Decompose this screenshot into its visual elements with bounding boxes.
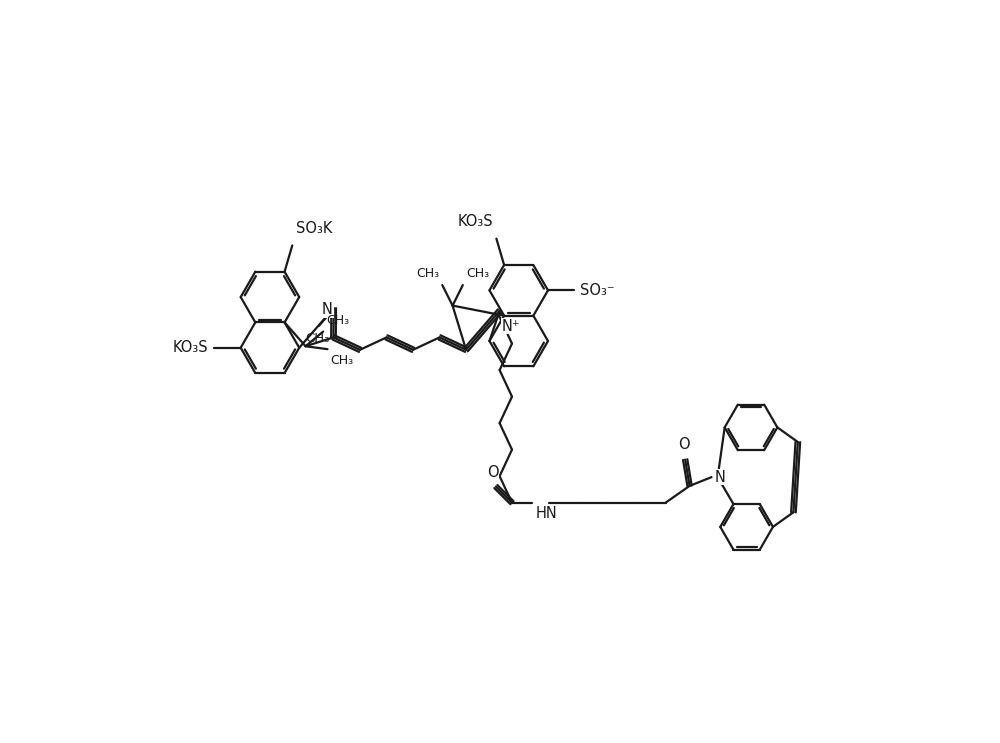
Text: CH₃: CH₃ (326, 314, 349, 327)
Text: CH₃: CH₃ (305, 332, 330, 345)
Text: HN: HN (536, 506, 557, 521)
Text: CH₃: CH₃ (466, 267, 489, 280)
Text: SO₃⁻: SO₃⁻ (580, 283, 615, 298)
Text: O: O (487, 465, 499, 481)
Text: CH₃: CH₃ (331, 354, 354, 367)
Text: N: N (715, 470, 725, 484)
Text: KO₃S: KO₃S (173, 340, 208, 355)
Text: SO₃K: SO₃K (296, 221, 333, 236)
Text: CH₃: CH₃ (416, 267, 439, 280)
Text: N: N (322, 302, 333, 317)
Text: O: O (678, 437, 689, 452)
Text: N⁺: N⁺ (502, 319, 521, 334)
Text: KO₃S: KO₃S (458, 215, 493, 230)
